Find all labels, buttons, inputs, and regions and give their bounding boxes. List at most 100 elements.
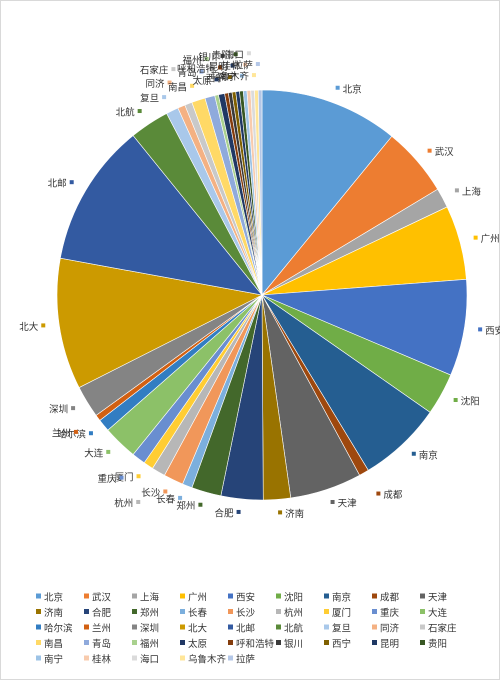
slice-label-37: 桂林 [221,60,248,72]
legend-text-8: 天津 [428,593,448,604]
legend-swatch-38 [132,655,137,661]
legend-item-28: 青岛 [84,638,111,650]
slice-label-text-4: 西安 [485,325,500,337]
slice-label-text-16: 重庆 [98,473,118,485]
legend-item-34: 昆明 [372,639,399,650]
legend-item-21: 北大 [180,623,208,635]
slice-label-text-38: 海口 [225,49,244,61]
slice-label-10: 合肥 [215,507,241,519]
legend-text-38: 海口 [140,654,159,666]
slice-label-text-24: 复旦 [140,93,159,105]
pie-slice-0 [261,89,393,296]
legend-swatch-0 [36,593,41,599]
legend-item-20: 深圳 [132,624,159,635]
legend-item-25: 同济 [372,623,400,635]
legend-item-35: 贵阳 [420,638,447,650]
pie-slice-40 [257,89,263,296]
slice-label-4: 西安 [478,325,500,337]
slice-label-swatch-3 [473,235,478,240]
legend-swatch-33 [324,640,329,645]
legend-item-26: 石家庄 [420,623,457,635]
slice-label-20: 深圳 [49,405,76,416]
slice-label-text-21: 北大 [19,321,39,333]
slice-label-swatch-33 [227,75,232,80]
slice-label-swatch-35 [233,52,238,57]
legend-text-23: 北航 [284,623,304,635]
legend-item-4: 西安 [228,592,255,604]
slice-label-swatch-13 [163,489,168,494]
legend-item-37: 桂林 [84,654,112,666]
slice-label-text-11: 郑州 [176,500,195,512]
slice-label-text-25: 同济 [146,78,166,90]
slice-label-text-34: 昆明 [209,62,228,73]
legend-swatch-23 [276,624,281,630]
legend-item-0: 北京 [36,592,63,604]
pie-slice-4 [261,278,468,376]
slice-label-swatch-21 [41,323,46,328]
slice-label-26: 石家庄 [140,65,176,77]
slice-label-2: 上海 [454,186,482,198]
slice-label-32: 银川 [199,51,225,63]
legend-text-1: 武汉 [92,592,112,604]
legend-text-34: 昆明 [380,639,399,650]
slice-label-text-28: 青岛 [177,67,196,79]
legend-swatch-2 [132,593,137,599]
legend-text-9: 济南 [44,607,63,619]
slice-label-swatch-22 [69,180,74,185]
legend-text-22: 北邮 [236,623,256,635]
slice-label-swatch-7 [376,491,381,496]
legend-item-31: 呼和浩特 [228,638,275,650]
slice-label-swatch-12 [178,495,183,500]
slice-label-text-29: 福州 [183,54,202,66]
legend-text-29: 福州 [140,638,159,650]
slice-label-19: 兰州 [52,427,78,439]
slice-label-swatch-1 [427,148,432,153]
legend-text-15: 厦门 [332,607,351,619]
pie-slice-22 [59,135,263,296]
legend-text-24: 复旦 [332,623,351,635]
slice-label-text-40: 拉萨 [234,60,254,72]
slice-label-text-20: 深圳 [49,405,68,416]
pie-slices [56,89,468,501]
slice-label-swatch-2 [454,188,459,193]
legend-item-27: 南昌 [36,638,63,650]
legend-text-2: 上海 [140,592,160,604]
legend-swatch-9 [36,609,41,614]
legend-swatch-32 [276,640,281,645]
legend-text-19: 兰州 [92,623,111,635]
legend-item-1: 武汉 [84,592,112,604]
slice-label-23: 北航 [116,107,142,119]
legend-item-2: 上海 [132,592,160,604]
slice-label-text-35: 贵阳 [212,50,231,62]
legend-swatch-16 [372,609,377,614]
legend-swatch-20 [132,624,137,630]
slice-label-text-12: 长春 [156,493,176,505]
slice-label-text-22: 北邮 [48,178,68,190]
legend-item-8: 天津 [420,593,448,604]
slice-label-28: 青岛 [177,67,204,79]
legend-swatch-11 [132,609,137,614]
slice-label-7: 成都 [376,489,403,501]
legend-swatch-12 [180,609,185,614]
legend-swatch-13 [228,609,233,614]
slice-label-15: 厦门 [115,472,141,484]
slice-label-swatch-34 [230,63,235,68]
slice-label-swatch-20 [71,406,76,411]
slice-label-30: 太原 [193,75,219,87]
slice-label-36: 南宁 [218,71,244,83]
legend-item-32: 银川 [276,638,303,650]
slice-label-swatch-18 [88,431,93,436]
legend-swatch-25 [372,624,377,630]
legend-text-36: 南宁 [44,654,63,666]
slice-label-13: 长沙 [141,487,168,499]
slice-label-text-30: 太原 [193,75,212,87]
pie-slice-21 [56,257,263,388]
slice-label-14: 杭州 [114,497,141,509]
legend-swatch-5 [276,593,281,599]
slice-label-25: 同济 [146,78,172,90]
slice-label-24: 复旦 [140,93,167,105]
slice-label-swatch-17 [106,449,111,454]
slice-label-18: 哈尔滨 [57,429,93,441]
slice-label-text-14: 杭州 [114,497,133,509]
slice-label-text-2: 上海 [462,186,482,198]
